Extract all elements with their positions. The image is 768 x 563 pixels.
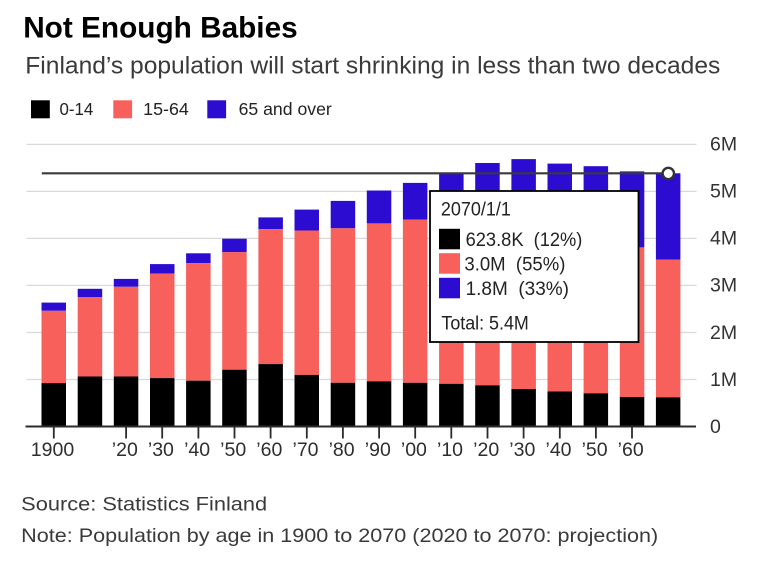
svg-text:Note: Population by age in 190: Note: Population by age in 1900 to 2070 … [21, 525, 658, 547]
svg-text:3.0M (55%): 3.0M (55%) [464, 254, 565, 275]
svg-text:2M: 2M [710, 322, 737, 344]
svg-text:2070/1/1: 2070/1/1 [441, 199, 511, 220]
svg-text:5M: 5M [710, 181, 737, 203]
svg-text:’60: ’60 [256, 439, 282, 461]
svg-text:’50: ’50 [582, 439, 608, 461]
svg-text:’90: ’90 [365, 439, 391, 461]
svg-text:15-64: 15-64 [143, 99, 189, 119]
svg-text:4M: 4M [710, 228, 737, 250]
svg-text:’80: ’80 [329, 439, 355, 461]
svg-text:’60: ’60 [618, 439, 644, 461]
svg-text:Source: Statistics Finland: Source: Statistics Finland [21, 493, 267, 515]
svg-text:Total: 5.4M: Total: 5.4M [441, 314, 528, 335]
svg-text:Finland’s population will star: Finland’s population will start shrinkin… [25, 53, 720, 80]
svg-text:’20: ’20 [473, 439, 499, 461]
svg-text:’20: ’20 [112, 439, 138, 461]
svg-text:3M: 3M [710, 275, 737, 297]
svg-text:0-14: 0-14 [60, 99, 94, 119]
svg-text:’50: ’50 [220, 439, 246, 461]
svg-text:’40: ’40 [545, 439, 571, 461]
svg-text:1M: 1M [710, 369, 737, 391]
svg-text:623.8K (12%): 623.8K (12%) [466, 230, 583, 251]
svg-text:’70: ’70 [292, 439, 318, 461]
svg-text:’00: ’00 [401, 439, 427, 461]
svg-text:’30: ’30 [509, 439, 535, 461]
svg-text:Not Enough Babies: Not Enough Babies [23, 12, 298, 45]
svg-text:1900: 1900 [31, 439, 75, 461]
svg-text:’30: ’30 [148, 439, 174, 461]
svg-text:’10: ’10 [437, 439, 463, 461]
svg-text:6M: 6M [710, 134, 737, 156]
svg-text:1.8M (33%): 1.8M (33%) [466, 279, 569, 300]
svg-text:65 and over: 65 and over [239, 99, 332, 119]
svg-text:0: 0 [710, 416, 721, 438]
svg-text:’40: ’40 [184, 439, 210, 461]
